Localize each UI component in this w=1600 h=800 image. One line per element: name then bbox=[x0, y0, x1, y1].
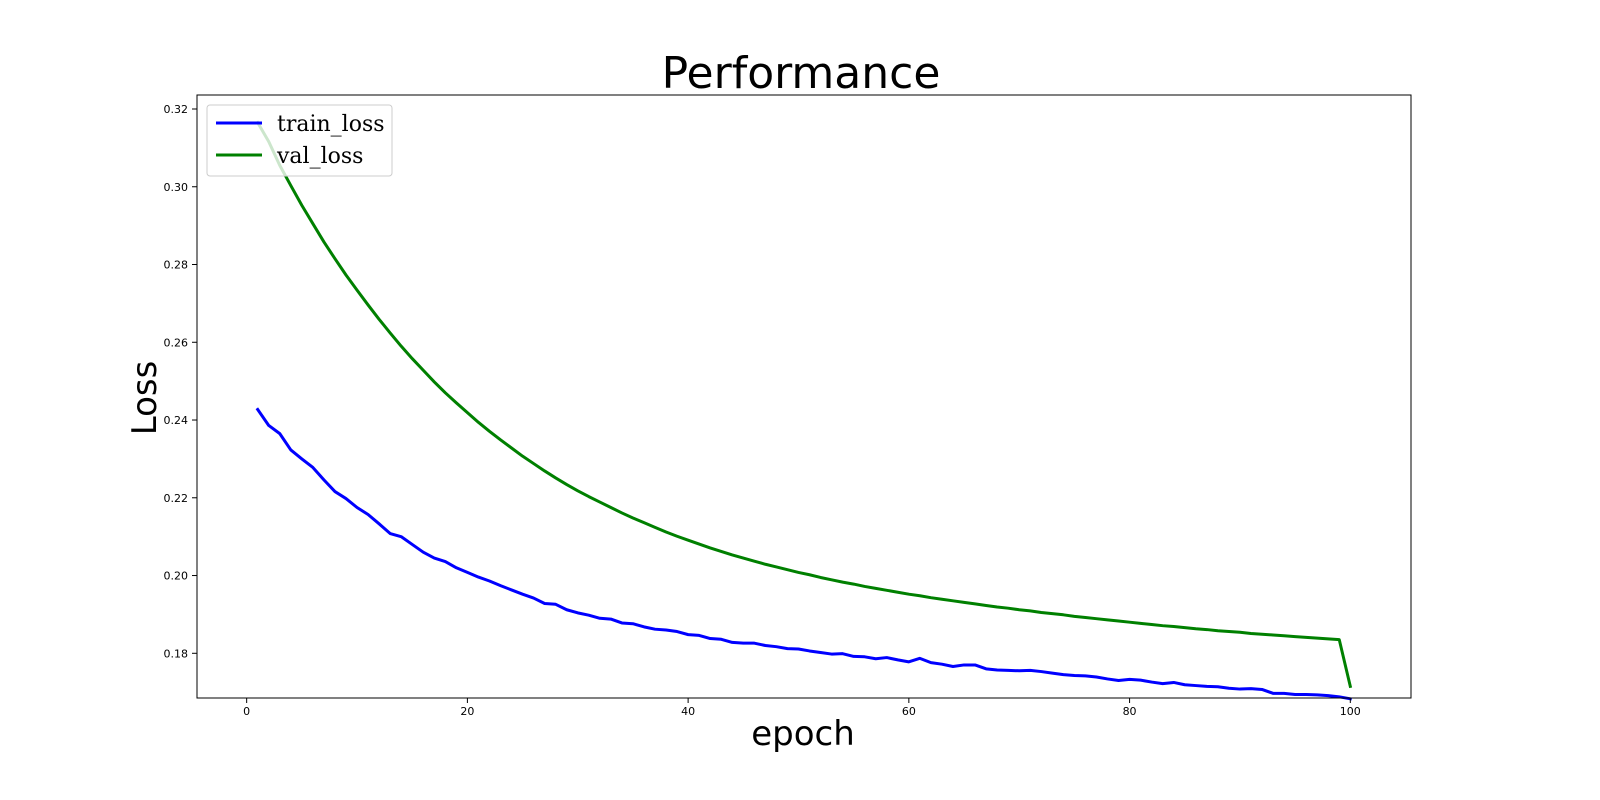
x-tick-label: 0 bbox=[243, 705, 250, 718]
x-tick-label: 100 bbox=[1340, 705, 1361, 718]
x-tick-label: 40 bbox=[681, 705, 695, 718]
legend: train_loss val_loss bbox=[206, 104, 393, 177]
legend-label-train_loss: train_loss bbox=[277, 112, 385, 137]
legend-label-val_loss: val_loss bbox=[276, 144, 363, 169]
x-tick-label: 60 bbox=[902, 705, 916, 718]
y-tick-label: 0.26 bbox=[164, 336, 189, 349]
y-tick-label: 0.24 bbox=[164, 414, 189, 427]
plot-area: 0 20 40 60 80 100 0.18 0.20 0.22 0.24 0.26 0.28 0.30… bbox=[164, 94, 1412, 718]
y-tick-label: 0.20 bbox=[164, 570, 189, 583]
axes-frame bbox=[196, 94, 1412, 699]
x-tick-label: 80 bbox=[1123, 705, 1137, 718]
y-tick-label: 0.18 bbox=[164, 647, 189, 660]
y-tick-label: 0.32 bbox=[164, 103, 189, 116]
series-line-val_loss bbox=[255, 120, 1353, 689]
chart-title: Performance bbox=[662, 48, 941, 99]
x-tick-label: 20 bbox=[460, 705, 474, 718]
y-tick-label: 0.22 bbox=[164, 492, 189, 505]
series-line-train_loss bbox=[255, 407, 1353, 701]
y-axis-label: Loss bbox=[125, 361, 165, 436]
x-axis-label: epoch bbox=[751, 714, 855, 754]
y-tick-label: 0.28 bbox=[164, 259, 189, 272]
y-tick-label: 0.30 bbox=[164, 181, 189, 194]
